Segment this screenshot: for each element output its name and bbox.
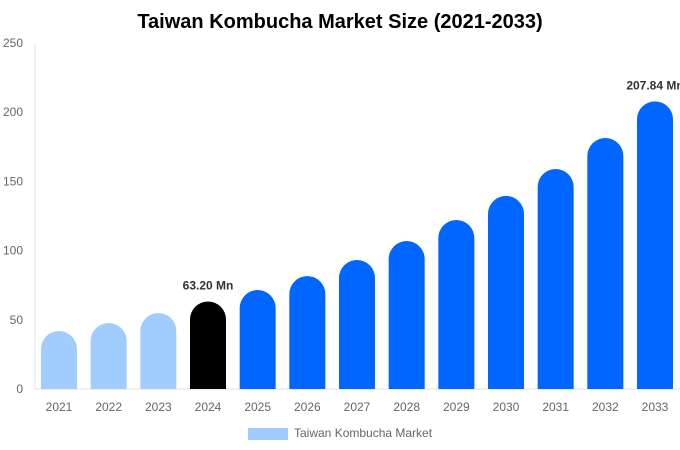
legend[interactable]: Taiwan Kombucha Market	[248, 426, 433, 440]
x-tick-label: 2026	[294, 400, 321, 414]
bar-2023[interactable]	[140, 313, 177, 389]
x-tick-label: 2028	[393, 400, 420, 414]
data-label-2033: 207.84 Mn	[626, 78, 680, 92]
y-tick-label: 0	[16, 382, 23, 396]
x-tick-label: 2029	[443, 400, 470, 414]
chart-title: Taiwan Kombucha Market Size (2021-2033)	[137, 11, 542, 33]
x-tick-label: 2030	[493, 400, 520, 414]
bar-2024[interactable]	[190, 301, 226, 389]
x-tick-label: 2032	[592, 400, 619, 414]
y-tick-label: 250	[3, 36, 23, 50]
y-tick-label: 100	[3, 244, 23, 258]
bar-2028[interactable]	[388, 241, 425, 389]
data-label-2024: 63.20 Mn	[183, 279, 234, 293]
x-tick-label: 2027	[344, 400, 371, 414]
bar-2022[interactable]	[90, 322, 127, 389]
x-tick-label: 2023	[145, 400, 172, 414]
bar-2029[interactable]	[438, 220, 475, 389]
bar-2026[interactable]	[289, 276, 326, 389]
bar-2021[interactable]	[41, 331, 77, 389]
x-tick-label: 2021	[46, 400, 73, 414]
bar-2027[interactable]	[339, 260, 375, 389]
x-tick-label: 2031	[542, 400, 569, 414]
bar-2031[interactable]	[537, 168, 574, 389]
legend-swatch	[248, 428, 288, 440]
y-tick-label: 50	[10, 313, 24, 327]
x-tick-label: 2033	[642, 400, 669, 414]
bar-2030[interactable]	[488, 195, 524, 389]
y-tick-label: 200	[3, 105, 23, 119]
bar-2032[interactable]	[587, 137, 624, 389]
x-tick-label: 2025	[244, 400, 271, 414]
bar-2033[interactable]	[637, 101, 673, 390]
bar-2025[interactable]	[239, 290, 276, 389]
y-tick-label: 150	[3, 174, 23, 188]
x-tick-label: 2022	[95, 400, 122, 414]
legend-label: Taiwan Kombucha Market	[294, 426, 433, 440]
x-tick-label: 2024	[195, 400, 222, 414]
